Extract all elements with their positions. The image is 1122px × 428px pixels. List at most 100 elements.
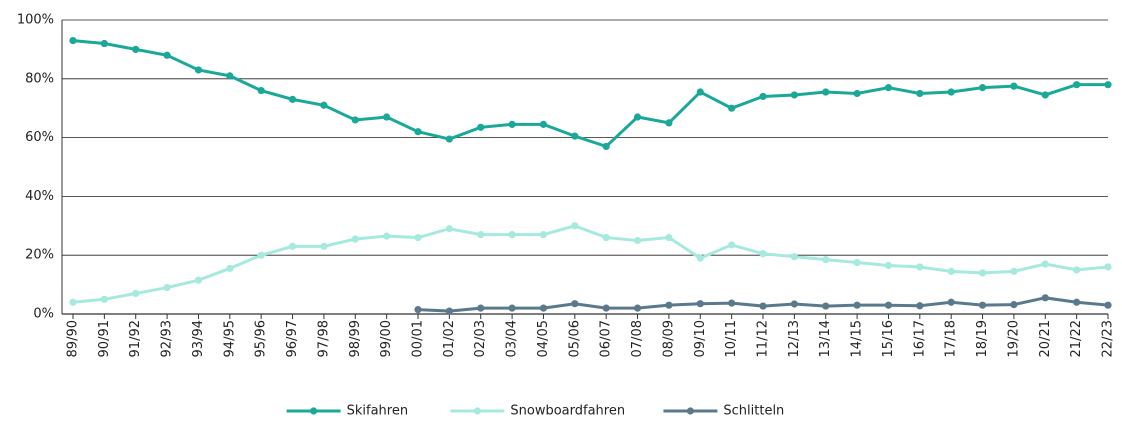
legend-item: Schlitteln xyxy=(663,404,784,419)
x-tick-label: 04/05 xyxy=(536,320,551,357)
data-point xyxy=(633,304,642,312)
data-point xyxy=(853,89,861,98)
data-point xyxy=(508,120,516,128)
data-point xyxy=(163,51,171,59)
x-tick-label: 92/93 xyxy=(160,320,175,357)
y-tick-label: 40% xyxy=(25,189,54,204)
x-tick-label: 18/19 xyxy=(975,320,990,357)
data-point xyxy=(696,88,704,96)
x-tick-label: 09/10 xyxy=(693,320,708,357)
data-point xyxy=(320,101,328,109)
data-point xyxy=(226,72,234,80)
data-point xyxy=(226,264,234,273)
data-point xyxy=(1073,81,1081,89)
data-point xyxy=(978,269,987,277)
data-point xyxy=(1104,263,1112,271)
data-point xyxy=(1041,91,1049,99)
data-point xyxy=(633,113,642,121)
x-tick-label: 16/17 xyxy=(912,320,927,357)
data-point xyxy=(759,302,767,310)
x-tick-label: 20/21 xyxy=(1038,320,1053,357)
x-tick-label: 96/97 xyxy=(285,320,300,357)
data-point xyxy=(633,236,642,245)
data-point xyxy=(383,232,391,240)
data-point xyxy=(978,301,987,309)
data-point xyxy=(947,267,955,275)
legend-label: Snowboardfahren xyxy=(510,404,625,419)
x-tick-label: 07/08 xyxy=(630,320,645,357)
data-point xyxy=(1010,82,1018,90)
legend-marker xyxy=(686,407,695,415)
data-point xyxy=(978,84,987,92)
x-tick-label: 10/11 xyxy=(724,320,739,357)
data-point xyxy=(100,39,108,48)
data-point xyxy=(790,91,798,99)
x-tick-label: 05/06 xyxy=(567,320,582,357)
data-point xyxy=(1073,266,1081,274)
data-point xyxy=(539,304,548,312)
legend-label: Schlitteln xyxy=(723,404,784,419)
x-tick-label: 97/98 xyxy=(316,320,331,357)
data-point xyxy=(728,241,736,249)
data-point xyxy=(69,298,77,306)
data-point xyxy=(445,307,453,315)
data-point xyxy=(351,116,359,124)
data-point xyxy=(257,86,265,95)
data-point xyxy=(414,233,422,242)
data-point xyxy=(539,231,548,239)
data-point xyxy=(696,300,704,308)
x-tick-label: 08/09 xyxy=(661,320,676,357)
data-point xyxy=(571,132,579,140)
x-tick-label: 17/18 xyxy=(944,320,959,357)
data-point xyxy=(194,276,203,284)
data-point xyxy=(790,253,798,261)
legend-label: Skifahren xyxy=(347,404,408,419)
data-point xyxy=(853,301,861,309)
data-point xyxy=(571,300,579,308)
data-point xyxy=(790,300,798,308)
x-tick-label: 90/91 xyxy=(97,320,112,357)
legend-marker xyxy=(310,407,318,415)
x-tick-label: 00/01 xyxy=(411,320,426,357)
data-point xyxy=(947,298,955,306)
x-tick-label: 06/07 xyxy=(599,320,614,357)
data-point xyxy=(665,233,673,242)
x-tick-label: 19/20 xyxy=(1006,320,1021,357)
data-point xyxy=(884,301,893,309)
data-point xyxy=(132,289,140,298)
data-point xyxy=(571,222,579,230)
data-point xyxy=(257,251,265,259)
x-tick-label: 99/00 xyxy=(379,320,394,357)
x-tick-label: 93/94 xyxy=(191,320,206,357)
data-point xyxy=(539,120,548,128)
x-tick-label: 89/90 xyxy=(66,320,81,357)
x-tick-label: 22/23 xyxy=(1101,320,1116,357)
legend-item: Snowboardfahren xyxy=(450,404,625,419)
legend-marker xyxy=(473,407,481,415)
x-tick-label: 12/13 xyxy=(787,320,802,357)
data-point xyxy=(696,254,704,262)
data-point xyxy=(916,302,924,310)
data-point xyxy=(822,256,830,264)
data-point xyxy=(445,225,453,233)
data-point xyxy=(69,36,77,45)
data-point xyxy=(728,104,736,112)
data-point xyxy=(414,128,422,136)
data-point xyxy=(884,261,893,270)
y-tick-label: 80% xyxy=(25,71,54,86)
x-tick-label: 94/95 xyxy=(222,320,237,357)
data-point xyxy=(602,142,610,151)
data-point xyxy=(1073,298,1081,306)
data-point xyxy=(445,135,453,143)
data-point xyxy=(1041,260,1049,268)
x-tick-label: 14/15 xyxy=(850,320,865,357)
data-point xyxy=(1010,267,1018,275)
data-point xyxy=(884,84,893,92)
data-point xyxy=(508,304,516,312)
data-point xyxy=(728,299,736,307)
data-point xyxy=(351,235,359,243)
data-point xyxy=(320,242,328,250)
legend-item: Skifahren xyxy=(286,404,408,419)
y-tick-label: 100% xyxy=(17,13,54,28)
